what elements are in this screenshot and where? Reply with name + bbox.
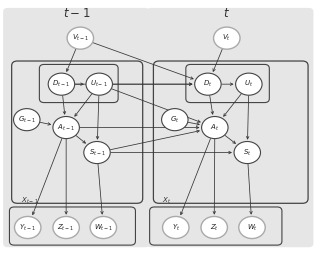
Text: $S_{t-1}$: $S_{t-1}$ bbox=[89, 148, 106, 158]
Circle shape bbox=[84, 141, 110, 164]
Text: $Z_t$: $Z_t$ bbox=[210, 222, 219, 232]
Text: $V_t$: $V_t$ bbox=[222, 33, 231, 43]
Circle shape bbox=[202, 117, 228, 139]
Text: $Y_t$: $Y_t$ bbox=[172, 222, 180, 232]
Circle shape bbox=[90, 216, 117, 239]
Circle shape bbox=[67, 27, 94, 49]
Text: $U_{t-1}$: $U_{t-1}$ bbox=[90, 79, 108, 89]
Text: $A_t$: $A_t$ bbox=[210, 123, 220, 133]
Text: $Z_{t-1}$: $Z_{t-1}$ bbox=[57, 222, 75, 232]
Circle shape bbox=[14, 216, 41, 239]
Text: $G_{t-1}$: $G_{t-1}$ bbox=[18, 115, 36, 125]
Text: $W_t$: $W_t$ bbox=[247, 222, 257, 232]
Text: $X_{t-1}$: $X_{t-1}$ bbox=[21, 196, 39, 206]
Text: $W_{t-1}$: $W_{t-1}$ bbox=[94, 222, 113, 232]
Circle shape bbox=[48, 73, 75, 95]
Circle shape bbox=[86, 73, 112, 95]
Text: $D_t$: $D_t$ bbox=[203, 79, 213, 89]
Text: $t-1$: $t-1$ bbox=[63, 7, 91, 19]
Circle shape bbox=[239, 216, 265, 239]
Text: $S_t$: $S_t$ bbox=[243, 148, 252, 158]
Circle shape bbox=[214, 27, 240, 49]
Text: $D_{t-1}$: $D_{t-1}$ bbox=[53, 79, 70, 89]
Text: $X_t$: $X_t$ bbox=[162, 196, 171, 206]
Text: $U_t$: $U_t$ bbox=[244, 79, 254, 89]
Text: $G_t$: $G_t$ bbox=[170, 115, 180, 125]
Circle shape bbox=[163, 216, 189, 239]
Circle shape bbox=[236, 73, 262, 95]
Circle shape bbox=[162, 109, 188, 131]
FancyBboxPatch shape bbox=[3, 8, 150, 247]
Circle shape bbox=[14, 109, 40, 131]
Text: $t$: $t$ bbox=[223, 7, 230, 19]
Circle shape bbox=[201, 216, 227, 239]
Circle shape bbox=[53, 216, 79, 239]
Circle shape bbox=[234, 141, 261, 164]
Text: $Y_{t-1}$: $Y_{t-1}$ bbox=[19, 222, 36, 232]
Circle shape bbox=[195, 73, 221, 95]
Text: $V_{t-1}$: $V_{t-1}$ bbox=[72, 33, 89, 43]
Circle shape bbox=[53, 117, 79, 139]
Text: $A_{t-1}$: $A_{t-1}$ bbox=[57, 123, 75, 133]
FancyBboxPatch shape bbox=[146, 8, 313, 247]
